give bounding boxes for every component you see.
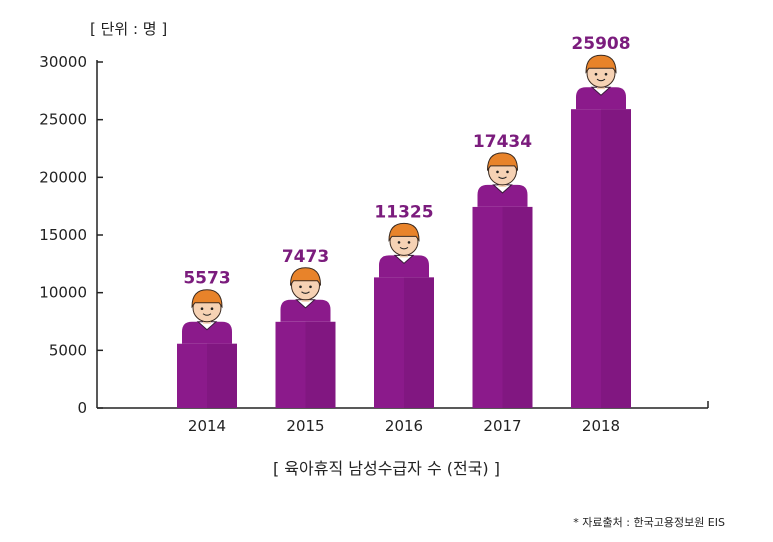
bar-group: 25908 (571, 34, 631, 408)
person-eye-left (397, 241, 401, 244)
y-tick-label: 10000 (39, 284, 87, 302)
y-tick-label: 15000 (39, 226, 87, 244)
person-eye-left (200, 307, 204, 311)
bar-shade (207, 343, 237, 408)
unit-label: [ 단위 : 명 ] (90, 20, 168, 38)
bar-value-label: 25908 (571, 34, 630, 54)
y-tick-label: 5000 (49, 341, 87, 359)
person-shoulders (576, 87, 626, 110)
person-shoulders (477, 184, 528, 207)
x-tick-label: 2018 (582, 417, 620, 435)
person-hair (388, 222, 420, 242)
person-hair (585, 54, 617, 74)
person-eye-left (594, 72, 598, 76)
x-tick-label: 2017 (483, 417, 521, 435)
y-tick-label: 25000 (39, 111, 87, 129)
y-tick-label: 30000 (39, 53, 87, 71)
person-shoulders (379, 255, 429, 278)
person-shoulders (280, 299, 331, 322)
person-eye-right (407, 241, 411, 244)
person-mouth (399, 246, 409, 250)
person-hair (191, 289, 223, 309)
person-eye-left (496, 170, 499, 174)
source-note: * 자료출처 : 한국고용정보원 EIS (573, 516, 725, 529)
x-tick-label: 2014 (188, 417, 226, 435)
y-tick-label: 0 (77, 399, 87, 417)
x-tick-label: 2016 (385, 417, 423, 435)
person-eye-right (506, 170, 509, 174)
bar-value-label: 11325 (374, 202, 433, 222)
person-head-icon (486, 152, 519, 187)
bar-shade (502, 206, 533, 408)
person-mouth (498, 176, 507, 179)
bar-group: 5573 (177, 269, 237, 408)
person-head-icon (289, 267, 322, 302)
y-tick-label: 20000 (39, 168, 87, 186)
person-mouth (596, 78, 606, 82)
bar-group: 7473 (275, 247, 336, 408)
person-eye-right (210, 307, 214, 311)
person-mouth (301, 291, 310, 294)
person-eye-right (309, 285, 312, 289)
bar-value-label: 17434 (473, 132, 532, 152)
person-mouth (202, 313, 212, 316)
person-head-icon (191, 289, 223, 324)
person-head-icon (388, 222, 420, 258)
person-shoulders (182, 321, 232, 344)
person-head-icon (585, 54, 617, 90)
bar-shade (601, 109, 631, 408)
bar-group: 17434 (472, 132, 533, 408)
person-hair (486, 152, 519, 172)
bar-value-label: 5573 (183, 269, 230, 289)
person-hair (289, 267, 322, 287)
x-tick-label: 2015 (286, 417, 324, 435)
person-eye-right (604, 72, 608, 76)
bar-group: 11325 (374, 202, 434, 408)
bar-shade (305, 321, 336, 408)
person-eye-left (299, 285, 302, 289)
bar-value-label: 7473 (282, 247, 329, 267)
bar-shade (404, 277, 434, 408)
x-axis-title: [ 육아휴직 남성수급자 수 (전국) ] (272, 459, 501, 478)
